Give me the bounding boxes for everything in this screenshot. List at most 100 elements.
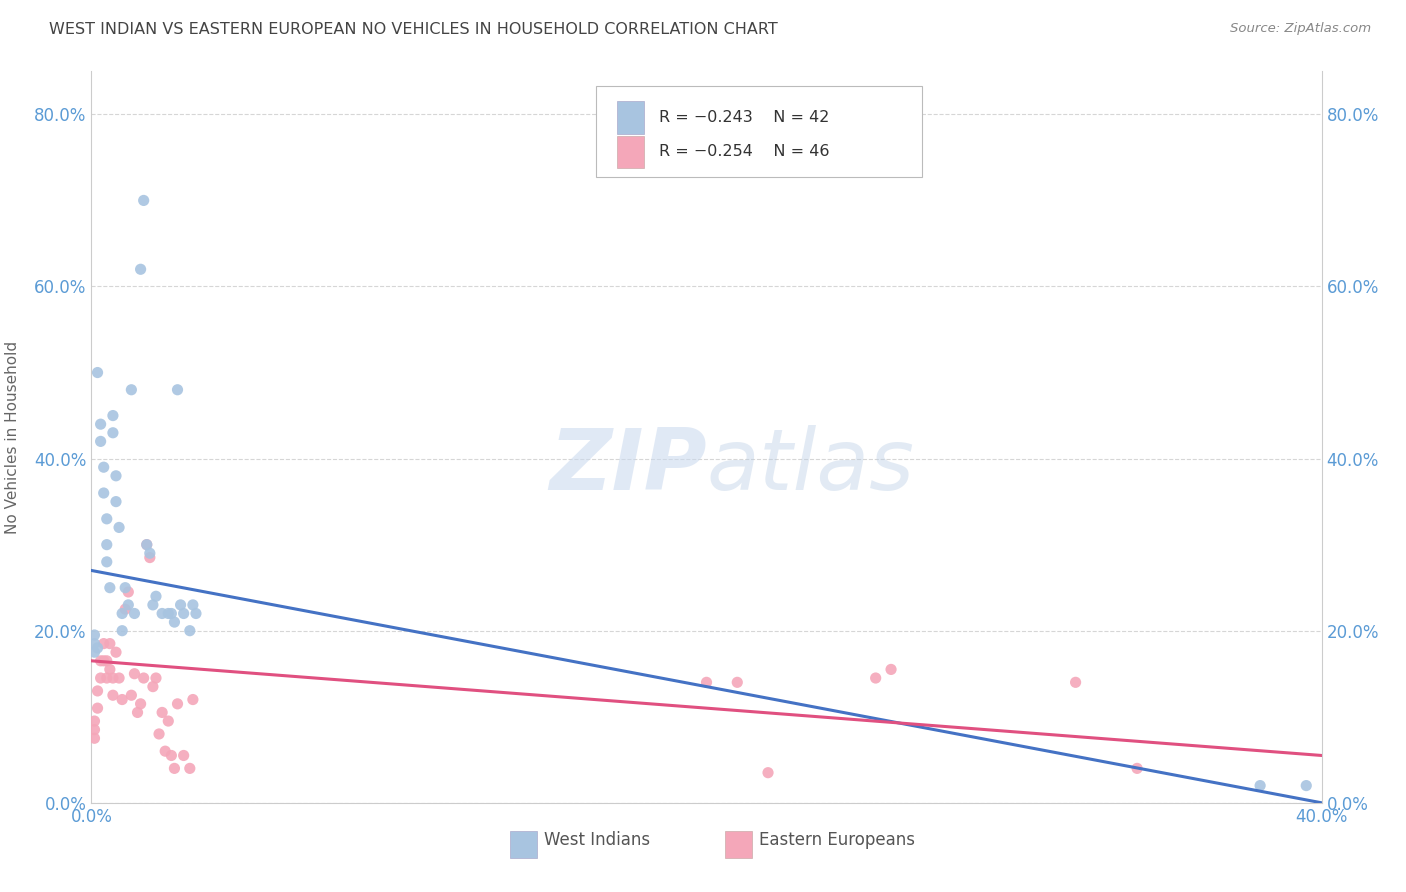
Point xyxy=(108,520,131,534)
Point xyxy=(96,555,118,569)
Point xyxy=(86,366,108,380)
Point xyxy=(83,714,105,728)
Point xyxy=(105,645,127,659)
Text: R = −0.243    N = 42: R = −0.243 N = 42 xyxy=(658,110,830,125)
Point xyxy=(145,589,167,603)
Point xyxy=(86,701,108,715)
Point xyxy=(142,598,165,612)
Point xyxy=(179,761,201,775)
Point xyxy=(139,550,162,565)
Point xyxy=(120,688,142,702)
Point xyxy=(111,607,134,621)
Text: West Indians: West Indians xyxy=(544,831,650,849)
Point xyxy=(725,675,748,690)
Point xyxy=(108,671,131,685)
Point xyxy=(1064,675,1087,690)
Point xyxy=(105,494,127,508)
Point xyxy=(101,425,124,440)
Point xyxy=(117,598,139,612)
Point xyxy=(169,598,191,612)
Point xyxy=(157,607,180,621)
Point xyxy=(96,671,118,685)
Point xyxy=(129,262,152,277)
Point xyxy=(86,640,108,655)
Point xyxy=(117,585,139,599)
Point xyxy=(90,654,112,668)
Point xyxy=(1126,761,1149,775)
Point xyxy=(184,607,207,621)
Point xyxy=(105,468,127,483)
Bar xyxy=(617,136,644,168)
Bar xyxy=(509,831,537,858)
Point xyxy=(181,692,204,706)
Point xyxy=(1249,779,1271,793)
Point xyxy=(111,692,134,706)
Point xyxy=(86,684,108,698)
Bar xyxy=(725,831,752,858)
Point xyxy=(160,607,183,621)
Point xyxy=(124,666,146,681)
Point xyxy=(83,723,105,737)
Point xyxy=(150,607,173,621)
Point xyxy=(114,602,136,616)
Point xyxy=(160,748,183,763)
Point xyxy=(696,675,718,690)
Point xyxy=(83,637,105,651)
Point xyxy=(181,598,204,612)
Point xyxy=(98,637,121,651)
Point xyxy=(163,615,186,629)
Point xyxy=(173,607,195,621)
Point xyxy=(166,383,188,397)
Point xyxy=(96,512,118,526)
Point xyxy=(148,727,170,741)
FancyBboxPatch shape xyxy=(596,86,922,178)
Point xyxy=(127,706,149,720)
Point xyxy=(756,765,779,780)
Point xyxy=(163,761,186,775)
Point xyxy=(83,628,105,642)
Point xyxy=(98,581,121,595)
Point xyxy=(129,697,152,711)
Point xyxy=(135,538,157,552)
Point xyxy=(179,624,201,638)
Text: WEST INDIAN VS EASTERN EUROPEAN NO VEHICLES IN HOUSEHOLD CORRELATION CHART: WEST INDIAN VS EASTERN EUROPEAN NO VEHIC… xyxy=(49,22,778,37)
Point xyxy=(114,581,136,595)
Point xyxy=(96,654,118,668)
Point xyxy=(142,680,165,694)
Text: R = −0.254    N = 46: R = −0.254 N = 46 xyxy=(658,145,830,160)
Point xyxy=(90,417,112,432)
Point xyxy=(120,383,142,397)
Point xyxy=(124,607,146,621)
Y-axis label: No Vehicles in Household: No Vehicles in Household xyxy=(6,341,20,533)
Text: Source: ZipAtlas.com: Source: ZipAtlas.com xyxy=(1230,22,1371,36)
Point xyxy=(93,460,115,475)
Point xyxy=(173,748,195,763)
Text: ZIP: ZIP xyxy=(548,425,706,508)
Point xyxy=(90,434,112,449)
Bar xyxy=(617,102,644,134)
Point xyxy=(139,546,162,560)
Point xyxy=(101,409,124,423)
Point xyxy=(150,706,173,720)
Point xyxy=(98,662,121,676)
Point xyxy=(93,486,115,500)
Point xyxy=(132,194,155,208)
Point xyxy=(96,538,118,552)
Point xyxy=(157,714,180,728)
Point xyxy=(90,671,112,685)
Point xyxy=(93,637,115,651)
Point xyxy=(93,654,115,668)
Point xyxy=(101,688,124,702)
Point xyxy=(135,538,157,552)
Text: Eastern Europeans: Eastern Europeans xyxy=(759,831,915,849)
Point xyxy=(880,662,903,676)
Point xyxy=(153,744,177,758)
Point xyxy=(1295,779,1317,793)
Point xyxy=(865,671,887,685)
Point xyxy=(83,645,105,659)
Point xyxy=(101,671,124,685)
Point xyxy=(166,697,188,711)
Point xyxy=(83,731,105,746)
Point xyxy=(111,624,134,638)
Point xyxy=(145,671,167,685)
